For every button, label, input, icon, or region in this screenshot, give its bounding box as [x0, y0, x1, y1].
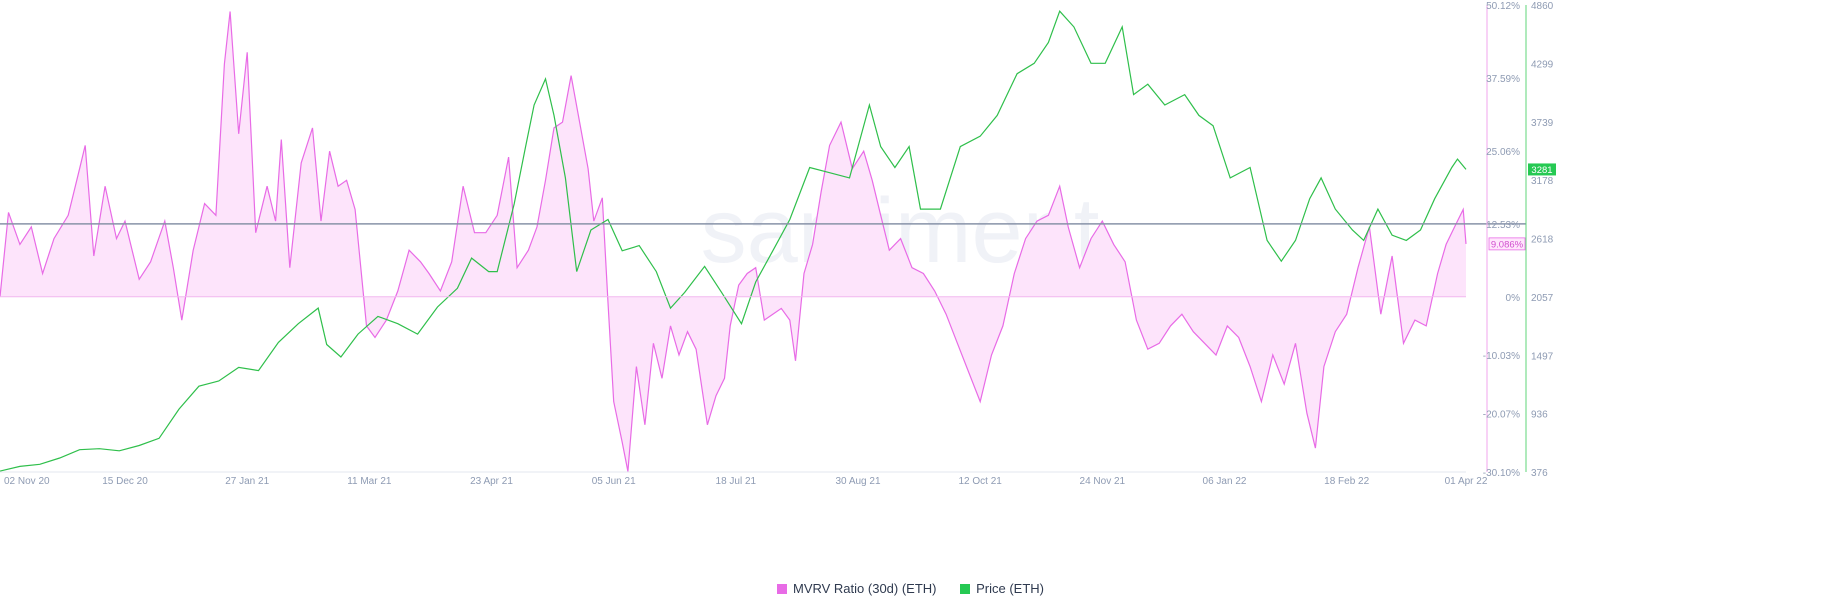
y-left-axis-ticks: 50.12% 37.59% 25.06% 12.53% 0% -10.03% -20.07%… — [1483, 1, 1520, 479]
x-tick-label: 18 Jul 21 — [716, 476, 757, 487]
y-right-tick-label: 2618 — [1531, 235, 1554, 246]
x-tick-label: 27 Jan 21 — [225, 476, 269, 487]
price-last-value-text: 3281 — [1531, 165, 1552, 176]
y-right-tick-label: 3178 — [1531, 176, 1554, 187]
x-tick-label: 12 Oct 21 — [958, 476, 1002, 487]
legend-label-mvrv: MVRV Ratio (30d) (ETH) — [792, 581, 937, 597]
legend-swatch-mvrv — [776, 584, 787, 595]
x-tick-label: 05 Jun 21 — [592, 476, 636, 487]
legend-item-mvrv[interactable]: MVRV Ratio (30d) (ETH) — [776, 581, 937, 597]
y-right-tick-label: 3739 — [1531, 118, 1554, 129]
y-left-tick-label: -20.07% — [1483, 410, 1520, 421]
x-tick-label: 11 Mar 21 — [347, 476, 392, 487]
axes — [0, 5, 1527, 473]
y-right-tick-label: 376 — [1531, 468, 1548, 479]
last-value-labels: 9.086% 3281 — [1488, 163, 1556, 251]
mvrv-series-line — [0, 11, 1467, 472]
mvrv-last-value-badge — [1488, 237, 1526, 251]
x-tick-label: 23 Apr 21 — [470, 476, 513, 487]
y-right-axis-ticks: 4860 4299 3739 3178 2618 2057 1497 936 376 — [1531, 1, 1554, 479]
legend-item-price[interactable]: Price (ETH) — [960, 581, 1044, 596]
legend: MVRV Ratio (30d) (ETH) Price (ETH) — [0, 580, 1821, 596]
y-left-tick-label: 37.59% — [1486, 74, 1520, 85]
x-tick-label: 01 Apr 22 — [1445, 476, 1488, 487]
legend-swatch-price — [960, 584, 971, 595]
y-right-tick-label: 4299 — [1531, 59, 1554, 70]
x-axis-ticks: 02 Nov 20 15 Dec 20 27 Jan 21 11 Mar 21 23 A… — [4, 476, 1488, 487]
y-right-tick-label: 1497 — [1531, 351, 1554, 362]
y-left-tick-label: 0% — [1506, 293, 1521, 304]
y-right-tick-label: 4860 — [1531, 1, 1554, 12]
y-left-tick-label: -30.10% — [1483, 468, 1520, 479]
price-series-line — [0, 10, 1467, 472]
chart: santiment 02 Nov 20 15 Dec 20 27 Jan 21 11 … — [0, 1, 1556, 487]
mvrv-last-value-text: 9.086% — [1491, 239, 1524, 250]
mvrv-line — [0, 11, 1467, 472]
x-tick-label: 06 Jan 22 — [1203, 476, 1247, 487]
x-tick-label: 15 Dec 20 — [102, 476, 148, 487]
y-left-tick-label: 50.12% — [1486, 1, 1520, 12]
x-tick-label: 30 Aug 21 — [835, 476, 880, 487]
y-right-tick-label: 2057 — [1531, 293, 1554, 304]
x-tick-label: 18 Feb 22 — [1324, 476, 1369, 487]
legend-label-price: Price (ETH) — [976, 581, 1045, 597]
y-left-tick-label: -10.03% — [1483, 351, 1520, 362]
x-tick-label: 24 Nov 21 — [1080, 476, 1126, 487]
y-left-tick-label: 25.06% — [1486, 147, 1520, 158]
x-tick-label: 02 Nov 20 — [4, 476, 50, 487]
y-right-tick-label: 936 — [1531, 410, 1548, 421]
y-left-tick-label: 12.53% — [1486, 220, 1520, 231]
price-last-value-badge — [1528, 163, 1556, 176]
price-line — [0, 10, 1467, 472]
